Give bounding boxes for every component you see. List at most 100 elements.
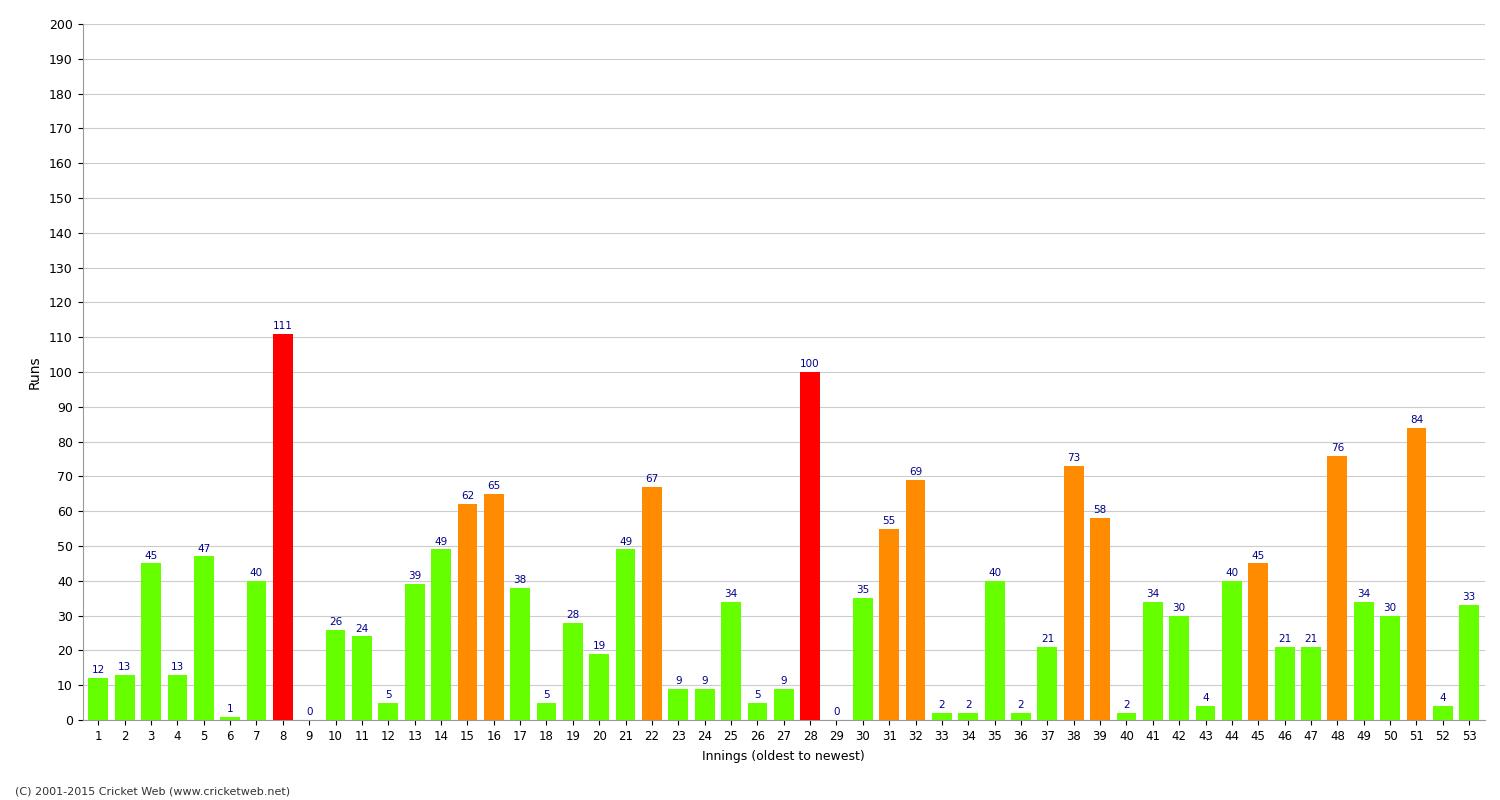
Bar — [1064, 466, 1083, 720]
Text: 21: 21 — [1305, 634, 1317, 644]
Text: 5: 5 — [543, 690, 550, 700]
Bar — [326, 630, 345, 720]
Bar — [246, 581, 267, 720]
Bar — [405, 584, 424, 720]
Text: 2: 2 — [1124, 700, 1130, 710]
Text: 9: 9 — [702, 676, 708, 686]
Bar — [116, 674, 135, 720]
Bar — [694, 689, 714, 720]
Bar — [1090, 518, 1110, 720]
Text: 49: 49 — [435, 537, 447, 546]
Text: 24: 24 — [356, 624, 369, 634]
Bar — [1407, 428, 1426, 720]
Text: 40: 40 — [251, 568, 262, 578]
Bar — [986, 581, 1005, 720]
Bar — [722, 602, 741, 720]
Text: 2: 2 — [939, 700, 945, 710]
Text: 30: 30 — [1383, 603, 1396, 613]
Bar — [1038, 647, 1058, 720]
Text: 9: 9 — [675, 676, 681, 686]
Bar — [1196, 706, 1215, 720]
Bar — [800, 372, 820, 720]
Bar — [1354, 602, 1374, 720]
Text: 111: 111 — [273, 321, 292, 331]
Bar — [1432, 706, 1452, 720]
Bar — [1380, 616, 1400, 720]
Text: 9: 9 — [780, 676, 788, 686]
Bar — [590, 654, 609, 720]
Text: 67: 67 — [645, 474, 658, 484]
Bar — [1222, 581, 1242, 720]
Bar — [1460, 605, 1479, 720]
Bar — [958, 713, 978, 720]
Bar — [669, 689, 688, 720]
Bar — [1248, 563, 1268, 720]
Text: 0: 0 — [833, 707, 840, 718]
Text: 2: 2 — [964, 700, 972, 710]
Bar — [879, 529, 898, 720]
Bar — [194, 557, 213, 720]
Text: 76: 76 — [1330, 442, 1344, 453]
Text: 35: 35 — [856, 586, 870, 595]
Text: 40: 40 — [988, 568, 1000, 578]
Text: 4: 4 — [1202, 694, 1209, 703]
Text: 12: 12 — [92, 666, 105, 675]
Bar — [352, 637, 372, 720]
Text: 65: 65 — [488, 481, 501, 491]
Text: 45: 45 — [144, 550, 158, 561]
Bar — [774, 689, 794, 720]
Bar — [1300, 647, 1322, 720]
Bar — [932, 713, 952, 720]
Text: 84: 84 — [1410, 415, 1424, 425]
Bar — [168, 674, 188, 720]
Bar — [642, 487, 662, 720]
Bar — [537, 702, 556, 720]
Text: 19: 19 — [592, 641, 606, 651]
Text: 40: 40 — [1226, 568, 1239, 578]
Text: (C) 2001-2015 Cricket Web (www.cricketweb.net): (C) 2001-2015 Cricket Web (www.cricketwe… — [15, 786, 290, 796]
Text: 58: 58 — [1094, 506, 1107, 515]
Bar — [141, 563, 160, 720]
Bar — [430, 550, 451, 720]
Text: 0: 0 — [306, 707, 312, 718]
Bar — [88, 678, 108, 720]
Text: 13: 13 — [171, 662, 184, 672]
Bar — [220, 717, 240, 720]
Text: 62: 62 — [460, 491, 474, 502]
Bar — [1170, 616, 1190, 720]
Text: 55: 55 — [882, 516, 896, 526]
Text: 33: 33 — [1462, 592, 1476, 602]
Text: 13: 13 — [118, 662, 132, 672]
Bar — [1116, 713, 1137, 720]
Text: 38: 38 — [513, 575, 526, 585]
Text: 49: 49 — [620, 537, 632, 546]
X-axis label: Innings (oldest to newest): Innings (oldest to newest) — [702, 750, 865, 762]
Text: 73: 73 — [1066, 453, 1080, 463]
Y-axis label: Runs: Runs — [28, 355, 42, 389]
Text: 5: 5 — [754, 690, 760, 700]
Text: 5: 5 — [386, 690, 392, 700]
Bar — [1275, 647, 1294, 720]
Text: 1: 1 — [226, 704, 234, 714]
Bar — [615, 550, 636, 720]
Text: 34: 34 — [1358, 589, 1371, 599]
Bar — [1143, 602, 1162, 720]
Bar — [1011, 713, 1031, 720]
Bar — [510, 588, 530, 720]
Bar — [853, 598, 873, 720]
Bar — [906, 480, 926, 720]
Text: 34: 34 — [1146, 589, 1160, 599]
Bar — [1328, 455, 1347, 720]
Bar — [458, 504, 477, 720]
Text: 21: 21 — [1278, 634, 1292, 644]
Bar — [273, 334, 292, 720]
Text: 45: 45 — [1251, 550, 1264, 561]
Text: 69: 69 — [909, 467, 922, 477]
Bar — [747, 702, 768, 720]
Text: 21: 21 — [1041, 634, 1054, 644]
Text: 34: 34 — [724, 589, 738, 599]
Bar — [378, 702, 398, 720]
Text: 30: 30 — [1173, 603, 1186, 613]
Bar — [484, 494, 504, 720]
Text: 4: 4 — [1440, 694, 1446, 703]
